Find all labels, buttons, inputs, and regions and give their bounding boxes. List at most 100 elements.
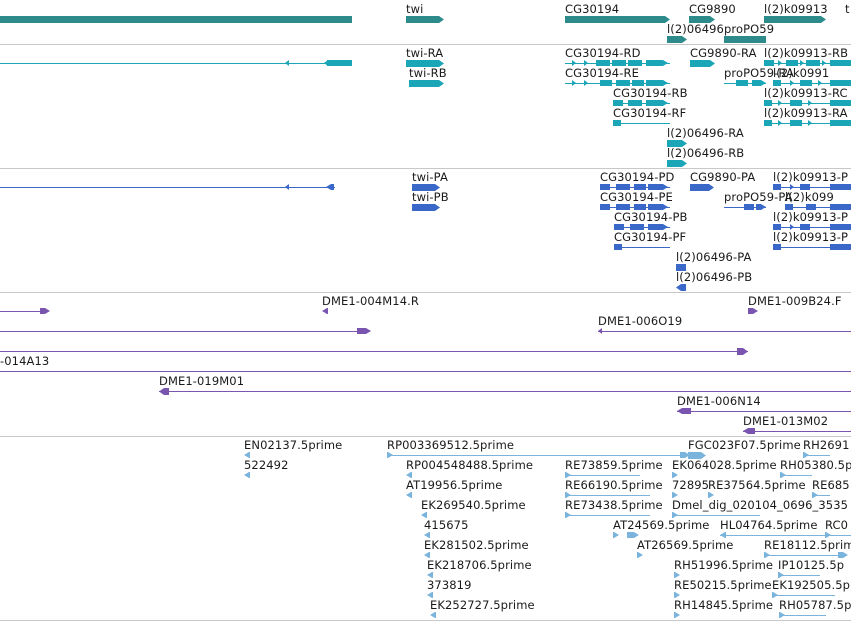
protein-propo59-pa-exon[interactable]: [744, 204, 754, 210]
gene-l06496-bar[interactable]: [667, 36, 687, 43]
feature-label-ests[interactable]: RE73438.5prime: [565, 498, 663, 512]
feature-label-ests[interactable]: RP004548488.5prime: [406, 458, 534, 472]
feature-label-ests[interactable]: RE37564.5prime: [708, 478, 806, 492]
est-re18112[interactable]: [764, 552, 770, 558]
transcript-cg30194-rd-exon[interactable]: [612, 60, 626, 66]
transcript-cg30194-re-exon[interactable]: [616, 80, 630, 86]
clone-004m14-end[interactable]: [322, 308, 328, 314]
clone-006o19-arrow[interactable]: [598, 328, 602, 334]
protein-cg30194-pb-exon[interactable]: [648, 224, 668, 230]
feature-label-ests[interactable]: RH05787.5pr: [779, 598, 851, 612]
protein-lk09913-pa-strand-arrow[interactable]: [790, 184, 794, 190]
transcript-cg30194-rd-exon[interactable]: [628, 60, 642, 66]
est-72895[interactable]: [672, 492, 678, 498]
transcript-lk09913-rb-strand-arrow[interactable]: [822, 60, 826, 66]
protein-cg30194-pe-exon[interactable]: [648, 204, 668, 210]
feature-label-ests[interactable]: RE73859.5prime: [565, 458, 663, 472]
transcript-lk09913-ra-exon[interactable]: [790, 120, 802, 126]
feature-label-ests[interactable]: RE66190.5prime: [565, 478, 663, 492]
feature-label-transcripts-rna[interactable]: l(2)k09913-RB: [764, 46, 849, 60]
transcript-lk09913-rc-exon[interactable]: [830, 100, 851, 106]
protein-cg30194-pd-exon[interactable]: [648, 184, 668, 190]
protein-propo59-pa-exon[interactable]: [756, 204, 766, 210]
feature-label-ests[interactable]: EK192505.5p: [772, 578, 851, 592]
protein-cg30194-pb-exon[interactable]: [614, 224, 624, 230]
transcript-cg30194-rf-exon[interactable]: [613, 120, 621, 126]
est-rh51996[interactable]: [674, 572, 680, 578]
transcript-twi-upstream-strand-arrow[interactable]: [285, 60, 289, 66]
est-ek281502[interactable]: [424, 552, 430, 558]
gene-twi-bar[interactable]: [406, 16, 444, 23]
protein-twi-pa[interactable]: [412, 184, 440, 191]
gene-twi-upstream-bar[interactable]: [0, 16, 352, 23]
est-rp003369512[interactable]: [387, 452, 393, 458]
clone-014a13-arrow[interactable]: [737, 348, 748, 355]
clone-013m02-arrow[interactable]: [743, 428, 755, 434]
transcript-twi-ra[interactable]: [406, 60, 444, 67]
protein-cg30194-pd-exon[interactable]: [616, 184, 630, 190]
est-ek218706[interactable]: [427, 572, 433, 578]
gene-cg30194-bar[interactable]: [565, 16, 670, 23]
feature-label-transcripts-rna[interactable]: l(2)06496-RB: [667, 146, 745, 160]
feature-label-transcripts-rna[interactable]: CG30194-RE: [565, 66, 639, 80]
protein-lk09913-pc-exon[interactable]: [773, 224, 781, 230]
feature-label-transcripts-rna[interactable]: l(2)k0991: [773, 66, 830, 80]
feature-label-ests[interactable]: AT26569.5prime: [637, 538, 734, 552]
feature-label-transcripts-rna[interactable]: CG9890-RA: [690, 46, 757, 60]
transcript-propo59-ra-exon[interactable]: [736, 80, 748, 86]
transcript-lk09913-ra-strand-arrow[interactable]: [808, 120, 812, 126]
feature-label-bac-clones[interactable]: DME1-004M14.R: [322, 294, 419, 308]
est-re73859[interactable]: [565, 472, 571, 478]
est-en02137[interactable]: [244, 452, 250, 458]
protein-cg30194-pe-exon[interactable]: [600, 204, 610, 210]
transcript-lk09913-rc-short-exon[interactable]: [800, 80, 812, 86]
transcript-lk09913-rb-exon[interactable]: [764, 60, 774, 66]
transcript-lk09913-rc-short-strand-arrow[interactable]: [790, 80, 794, 86]
feature-label-ests[interactable]: AT24569.5prime: [613, 518, 710, 532]
protein-l06496-pb[interactable]: [676, 284, 686, 291]
clone-left-end[interactable]: [40, 308, 50, 314]
protein-cg30194-pe-exon[interactable]: [616, 204, 630, 210]
feature-label-ests[interactable]: EK064028.5prime: [672, 458, 777, 472]
transcript-cg9890-ra[interactable]: [690, 60, 715, 67]
feature-label-ests[interactable]: 72895: [672, 478, 710, 492]
clone-006n14-arrow[interactable]: [677, 408, 691, 414]
transcript-lk09913-rb-exon[interactable]: [830, 60, 851, 66]
est-at24569[interactable]: [613, 532, 619, 538]
feature-label-transcripts-rna[interactable]: twi-RB: [409, 66, 447, 80]
transcript-propo59-ra-exon[interactable]: [752, 80, 766, 86]
feature-label-transcripts-rna[interactable]: proPO59-RA: [724, 66, 794, 80]
feature-label-proteins[interactable]: l(2)06496-PA: [676, 250, 752, 264]
transcript-twi-rb[interactable]: [409, 80, 444, 87]
transcript-twi-upstream-strand-arrow[interactable]: [324, 60, 328, 66]
feature-label-bac-clones[interactable]: DME1-019M01: [159, 374, 245, 388]
transcript-lk09913-rc-short-strand-arrow[interactable]: [818, 80, 822, 86]
feature-label-gene-span[interactable]: CG30194: [565, 2, 620, 16]
transcript-lk09913-rb-strand-arrow[interactable]: [800, 60, 804, 66]
transcript-cg30194-re-exon[interactable]: [646, 80, 668, 86]
feature-label-ests[interactable]: RH51996.5prime: [674, 558, 774, 572]
est-ip10125[interactable]: [778, 572, 784, 578]
protein-lk09913-pc-strand-arrow[interactable]: [790, 224, 794, 230]
transcript-lk09913-rb-strand-arrow[interactable]: [778, 60, 782, 66]
est-415675[interactable]: [424, 532, 430, 538]
gene-propo59-bar[interactable]: [724, 36, 766, 43]
feature-label-gene-span[interactable]: proPO59: [724, 22, 775, 36]
feature-label-ests[interactable]: RE685: [812, 478, 850, 492]
est-re50215[interactable]: [674, 592, 680, 598]
protein-cg30194-pd-exon[interactable]: [634, 184, 646, 190]
transcript-cg30194-rb-exon[interactable]: [646, 100, 668, 106]
feature-label-proteins[interactable]: l(2)k09913-P: [773, 170, 849, 184]
est-522492[interactable]: [244, 472, 250, 478]
est-re37564[interactable]: [708, 492, 714, 498]
est-rh14845[interactable]: [674, 612, 680, 618]
transcript-cg30194-re-exon[interactable]: [632, 80, 644, 86]
transcript-lk09913-rc-exon[interactable]: [764, 100, 772, 106]
feature-label-ests[interactable]: RC0: [825, 518, 849, 532]
feature-label-proteins[interactable]: twi-PA: [412, 170, 448, 184]
feature-label-ests[interactable]: RH2691: [803, 438, 850, 452]
feature-label-ests[interactable]: FGC023F07.5prime: [688, 438, 801, 452]
est-hl04764[interactable]: [720, 532, 726, 538]
transcript-lk09913-rc-strand-arrow[interactable]: [808, 100, 812, 106]
